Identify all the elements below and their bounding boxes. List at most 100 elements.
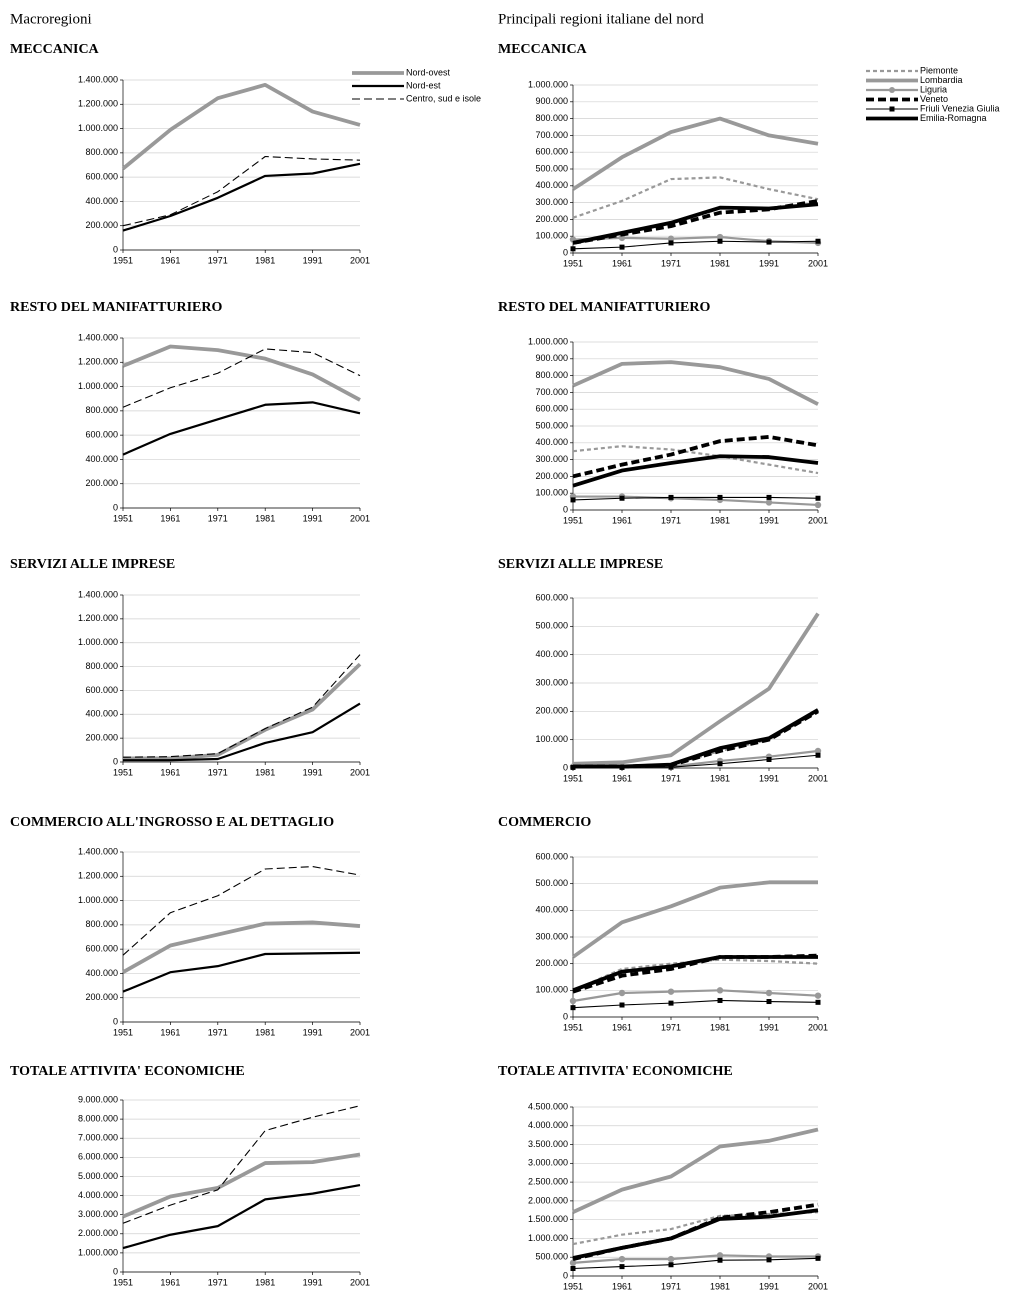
- y-tick-label: 600.000: [85, 685, 118, 695]
- x-tick-label: 1951: [113, 1027, 133, 1037]
- legend-label: Piemonte: [920, 65, 958, 75]
- series-line: [122, 401, 361, 456]
- series-line: [572, 454, 819, 488]
- x-tick-label: 1981: [255, 1027, 275, 1037]
- point: [717, 1257, 723, 1263]
- x-tick-label: 1981: [255, 767, 275, 777]
- series-line: [572, 1127, 819, 1214]
- series-line: [572, 1257, 819, 1270]
- series-line: [122, 654, 361, 758]
- y-tick-label: 3.000.000: [528, 1158, 568, 1168]
- point: [815, 238, 821, 244]
- x-tick-label: 1991: [303, 767, 323, 777]
- y-tick-label: 1.000.000: [528, 336, 568, 346]
- y-tick-label: 500.000: [535, 621, 568, 631]
- y-tick-label: 2.000.000: [528, 1195, 568, 1205]
- point: [766, 999, 772, 1005]
- series-line: [122, 1152, 361, 1219]
- point: [569, 1259, 577, 1267]
- x-tick-label: 2001: [350, 513, 370, 523]
- x-tick-label: 1961: [612, 1022, 632, 1032]
- y-tick-label: 800.000: [535, 370, 568, 380]
- point: [716, 987, 724, 994]
- x-tick-label: 1971: [208, 1277, 228, 1287]
- x-tick-label: 1991: [759, 515, 779, 525]
- point: [766, 1257, 772, 1263]
- y-tick-label: 1.000.000: [78, 637, 118, 647]
- point: [668, 494, 674, 500]
- y-tick-label: 1.400.000: [78, 74, 118, 84]
- x-tick-label: 1991: [759, 258, 779, 268]
- x-tick-label: 1981: [710, 1281, 730, 1291]
- y-tick-label: 200.000: [535, 471, 568, 481]
- y-tick-label: 200.000: [85, 478, 118, 488]
- x-tick-label: 1971: [208, 513, 228, 523]
- y-tick-label: 0: [113, 756, 118, 766]
- series-line: [572, 496, 819, 501]
- point: [570, 1005, 576, 1011]
- point: [618, 234, 626, 242]
- y-tick-label: 600.000: [535, 851, 568, 861]
- point: [619, 1002, 625, 1008]
- y-tick-label: 600.000: [85, 172, 118, 182]
- y-tick-label: 900.000: [535, 96, 568, 106]
- y-tick-label: 400.000: [535, 649, 568, 659]
- y-tick-label: 0: [563, 1011, 568, 1021]
- point: [619, 495, 625, 501]
- chart-title: SERVIZI ALLE IMPRESE: [498, 557, 663, 572]
- x-tick-label: 1991: [759, 773, 779, 783]
- y-tick-label: 800.000: [85, 147, 118, 157]
- y-tick-label: 2.500.000: [528, 1176, 568, 1186]
- series-line: [572, 1208, 819, 1260]
- y-tick-label: 1.500.000: [528, 1214, 568, 1224]
- series-line: [573, 708, 819, 769]
- x-tick-label: 1951: [563, 1022, 583, 1032]
- y-tick-label: 5.000.000: [78, 1171, 118, 1181]
- y-tick-label: 600.000: [535, 404, 568, 414]
- y-tick-label: 1.200.000: [78, 871, 118, 881]
- y-tick-label: 400.000: [85, 709, 118, 719]
- x-tick-label: 1961: [612, 1281, 632, 1291]
- x-tick-label: 2001: [350, 255, 370, 265]
- point: [814, 992, 822, 999]
- point: [668, 1000, 674, 1006]
- x-tick-label: 2001: [350, 767, 370, 777]
- x-tick-label: 1991: [303, 513, 323, 523]
- series-line: [573, 495, 819, 507]
- point: [618, 989, 626, 997]
- y-tick-label: 0: [563, 504, 568, 514]
- series-line: [571, 880, 818, 959]
- y-tick-label: 200.000: [535, 706, 568, 716]
- x-tick-label: 1991: [303, 255, 323, 265]
- point: [815, 999, 821, 1005]
- point: [668, 1262, 674, 1268]
- point: [815, 495, 821, 501]
- y-tick-label: 1.200.000: [78, 613, 118, 623]
- x-tick-label: 2001: [808, 773, 828, 783]
- point: [570, 497, 576, 503]
- x-tick-label: 1981: [255, 513, 275, 523]
- point: [815, 1255, 821, 1261]
- y-tick-label: 100.000: [535, 231, 568, 241]
- chart-title: SERVIZI ALLE IMPRESE: [10, 557, 175, 572]
- y-tick-label: 1.000.000: [528, 79, 568, 89]
- x-tick-label: 2001: [808, 1281, 828, 1291]
- column-heading: Principali regioni italiane del nord: [498, 11, 704, 27]
- y-tick-label: 0: [113, 1266, 118, 1276]
- x-tick-label: 1951: [563, 1281, 583, 1291]
- point: [619, 244, 625, 250]
- x-tick-label: 1961: [160, 767, 180, 777]
- x-tick-label: 1971: [661, 515, 681, 525]
- series-line: [572, 435, 819, 479]
- y-tick-label: 900.000: [535, 353, 568, 363]
- x-tick-label: 1971: [208, 255, 228, 265]
- y-tick-label: 300.000: [535, 677, 568, 687]
- chart-title: COMMERCIO ALL'INGROSSO E AL DETTAGLIO: [10, 815, 334, 830]
- series-line: [122, 866, 361, 956]
- y-tick-label: 3.000.000: [78, 1209, 118, 1219]
- series-line: [121, 82, 361, 171]
- legend-label: Friuli Venezia Giulia: [920, 103, 1000, 113]
- point: [717, 761, 723, 767]
- chart-title: COMMERCIO: [498, 815, 591, 830]
